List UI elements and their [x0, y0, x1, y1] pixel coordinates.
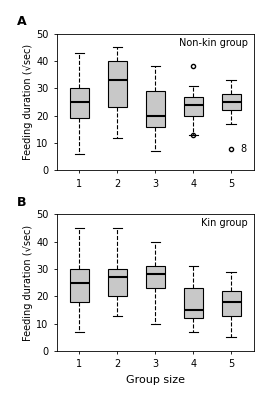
- PathPatch shape: [222, 94, 241, 110]
- PathPatch shape: [146, 91, 165, 127]
- PathPatch shape: [108, 61, 127, 108]
- PathPatch shape: [70, 88, 89, 118]
- PathPatch shape: [222, 291, 241, 316]
- PathPatch shape: [184, 288, 203, 318]
- Text: B: B: [17, 196, 27, 209]
- PathPatch shape: [184, 96, 203, 116]
- X-axis label: Group size: Group size: [126, 375, 185, 385]
- PathPatch shape: [146, 266, 165, 288]
- Text: Kin group: Kin group: [201, 218, 248, 228]
- PathPatch shape: [108, 269, 127, 296]
- Text: A: A: [17, 15, 27, 28]
- Y-axis label: Feeding duration (√sec): Feeding duration (√sec): [23, 44, 33, 160]
- Text: 8: 8: [241, 144, 247, 154]
- Y-axis label: Feeding duration (√sec): Feeding duration (√sec): [23, 225, 33, 341]
- Text: Non-kin group: Non-kin group: [179, 38, 248, 48]
- PathPatch shape: [70, 269, 89, 302]
